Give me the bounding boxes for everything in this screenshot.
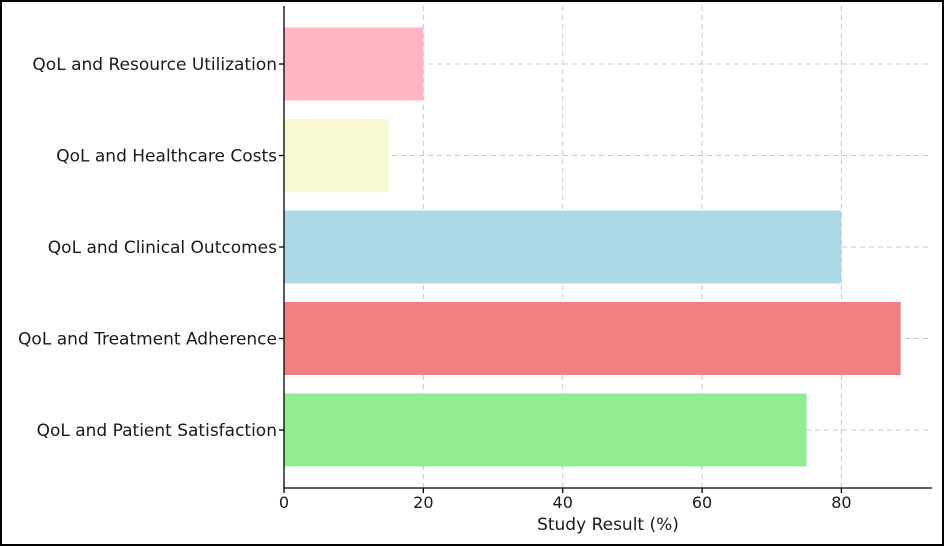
x-tick-label: 60 — [692, 493, 712, 512]
category-label: QoL and Healthcare Costs — [56, 147, 277, 167]
category-label-layer: QoL and Patient Satisfaction QoL and Trea… — [18, 55, 277, 441]
x-axis-title: Study Result (%) — [537, 515, 679, 535]
x-tick-label: 20 — [413, 493, 433, 512]
bar — [284, 393, 807, 467]
bar — [284, 119, 389, 192]
x-tick-label: 0 — [279, 493, 289, 512]
bar-layer — [284, 27, 901, 467]
category-label: QoL and Treatment Adherence — [18, 330, 277, 350]
bar — [284, 27, 424, 101]
category-label: QoL and Patient Satisfaction — [37, 421, 277, 441]
category-label: QoL and Clinical Outcomes — [48, 238, 277, 258]
x-tick-layer: 0 20 40 60 80 — [279, 63, 852, 512]
x-tick-label: 80 — [831, 493, 851, 512]
bar — [284, 302, 901, 375]
bar — [284, 210, 842, 284]
category-label: QoL and Resource Utilization — [32, 55, 277, 75]
x-tick-label: 40 — [553, 493, 573, 512]
